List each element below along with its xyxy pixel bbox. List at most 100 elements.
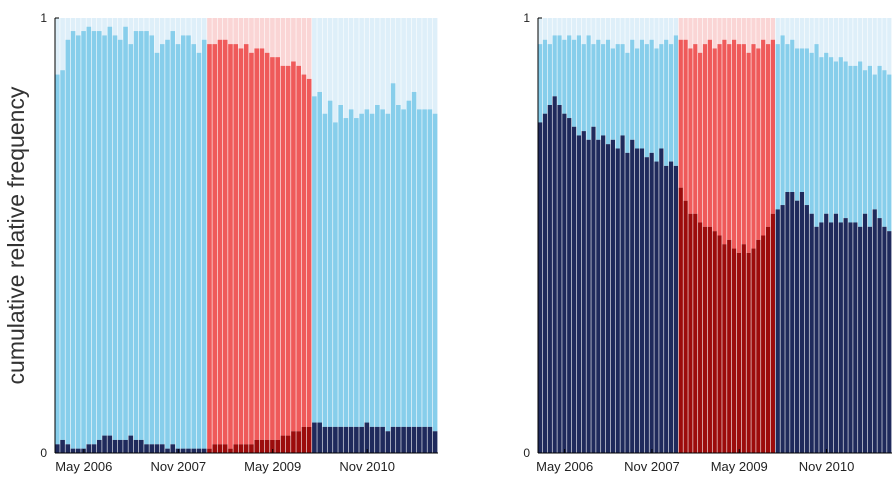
bar-middle-segment: [736, 44, 742, 253]
bar-bottom-segment: [217, 444, 223, 453]
bar-bottom-segment: [634, 148, 640, 453]
bar-bottom-segment: [702, 226, 708, 453]
bar-middle-segment: [259, 48, 265, 440]
x-tick-label: Nov 2007: [624, 459, 680, 474]
chart-panel-1: 0 1 May 2006 Nov 2007 May 2009 Nov 2010 cumula…: [3, 11, 438, 474]
bar-bottom-segment: [678, 187, 683, 453]
bar-bottom-segment: [249, 444, 254, 453]
bar-bottom-segment: [385, 431, 391, 453]
bar-middle-segment: [102, 35, 107, 436]
bar-bottom-segment: [707, 226, 712, 453]
bar-bottom-segment: [406, 426, 412, 453]
bar-bottom-segment: [562, 113, 567, 453]
bar-middle-segment: [354, 118, 359, 427]
bar-bottom-segment: [401, 426, 406, 453]
bar-bottom-segment: [819, 222, 824, 453]
bar-top-segment: [780, 18, 785, 36]
bar-top-segment: [538, 18, 543, 45]
bar-bottom-segment: [693, 213, 698, 453]
bar-bottom-segment: [427, 426, 433, 453]
bar-top-segment: [746, 18, 751, 53]
bar-top-segment: [207, 18, 212, 45]
bar-middle-segment: [702, 44, 708, 227]
bar-middle-segment: [664, 39, 669, 166]
bar-middle-segment: [243, 44, 249, 445]
bar-top-segment: [736, 18, 742, 45]
bar-top-segment: [249, 18, 254, 53]
bar-bottom-segment: [159, 444, 165, 453]
x-tick-label: May 2006: [55, 459, 112, 474]
bar-top-segment: [756, 18, 761, 49]
bar-bottom-segment: [396, 426, 401, 453]
bar-top-segment: [170, 18, 176, 32]
bar-top-segment: [809, 18, 814, 53]
y-axis-label: cumulative relative frequency: [3, 86, 29, 384]
bar-middle-segment: [380, 109, 385, 427]
bar-bottom-segment: [867, 226, 872, 453]
bar-middle-segment: [707, 39, 712, 227]
bar-bottom-segment: [327, 426, 333, 453]
bar-middle-segment: [756, 48, 761, 240]
bar-middle-segment: [359, 113, 364, 427]
bar-top-segment: [591, 18, 596, 45]
bar-middle-segment: [422, 109, 427, 427]
bar-middle-segment: [238, 48, 244, 445]
bar-top-segment: [175, 18, 181, 45]
bar-top-segment: [887, 18, 892, 75]
bar-top-segment: [644, 18, 649, 45]
bar-top-segment: [601, 18, 606, 45]
bar-middle-segment: [138, 31, 144, 440]
bar-middle-segment: [804, 48, 809, 206]
bar-bottom-segment: [144, 444, 149, 453]
bar-top-segment: [882, 18, 887, 71]
bar-top-segment: [96, 18, 102, 32]
bar-bottom-segment: [557, 105, 562, 453]
bar-bottom-segment: [96, 439, 102, 453]
bar-top-segment: [291, 18, 296, 62]
bar-middle-segment: [538, 44, 543, 123]
bar-top-segment: [390, 18, 396, 84]
bar-bottom-segment: [186, 448, 191, 453]
bar-bottom-segment: [673, 165, 679, 453]
bar-top-segment: [81, 18, 86, 32]
bar-bottom-segment: [102, 435, 107, 453]
bar-top-segment: [359, 18, 364, 114]
bar-top-segment: [799, 18, 805, 49]
bar-top-segment: [765, 18, 771, 45]
chart-panel-2: 0 1 May 2006 Nov 2007 May 2009 Nov 2010: [523, 11, 892, 474]
bar-middle-segment: [427, 109, 433, 427]
bar-top-segment: [751, 18, 756, 45]
bar-bottom-segment: [843, 218, 848, 453]
bar-top-segment: [112, 18, 118, 36]
bar-bottom-segment: [862, 213, 868, 453]
bar-top-segment: [201, 18, 207, 40]
bar-top-segment: [785, 18, 790, 45]
bar-bottom-segment: [751, 248, 756, 453]
bar-middle-segment: [191, 44, 197, 449]
bar-middle-segment: [291, 61, 296, 432]
bar-top-segment: [180, 18, 186, 36]
bar-middle-segment: [625, 52, 630, 153]
bar-bottom-segment: [688, 213, 693, 453]
bar-bottom-segment: [55, 444, 60, 453]
bar-top-segment: [154, 18, 160, 53]
bar-top-segment: [862, 18, 868, 71]
bar-middle-segment: [877, 65, 882, 219]
bar-top-segment: [128, 18, 134, 45]
bar-middle-segment: [780, 35, 785, 206]
bar-top-segment: [238, 18, 244, 49]
bar-top-segment: [285, 18, 291, 66]
bar-top-segment: [123, 18, 128, 27]
bar-top-segment: [222, 18, 228, 40]
bar-bottom-segment: [610, 139, 615, 454]
bar-top-segment: [333, 18, 338, 123]
bar-middle-segment: [751, 44, 756, 249]
bar-middle-segment: [775, 44, 780, 210]
bar-top-segment: [86, 18, 92, 27]
bar-bottom-segment: [542, 113, 548, 453]
bar-top-segment: [149, 18, 155, 36]
bar-middle-segment: [196, 52, 202, 449]
bar-bottom-segment: [270, 439, 275, 453]
bar-top-segment: [380, 18, 385, 110]
y-tick-label: 1: [40, 11, 47, 25]
